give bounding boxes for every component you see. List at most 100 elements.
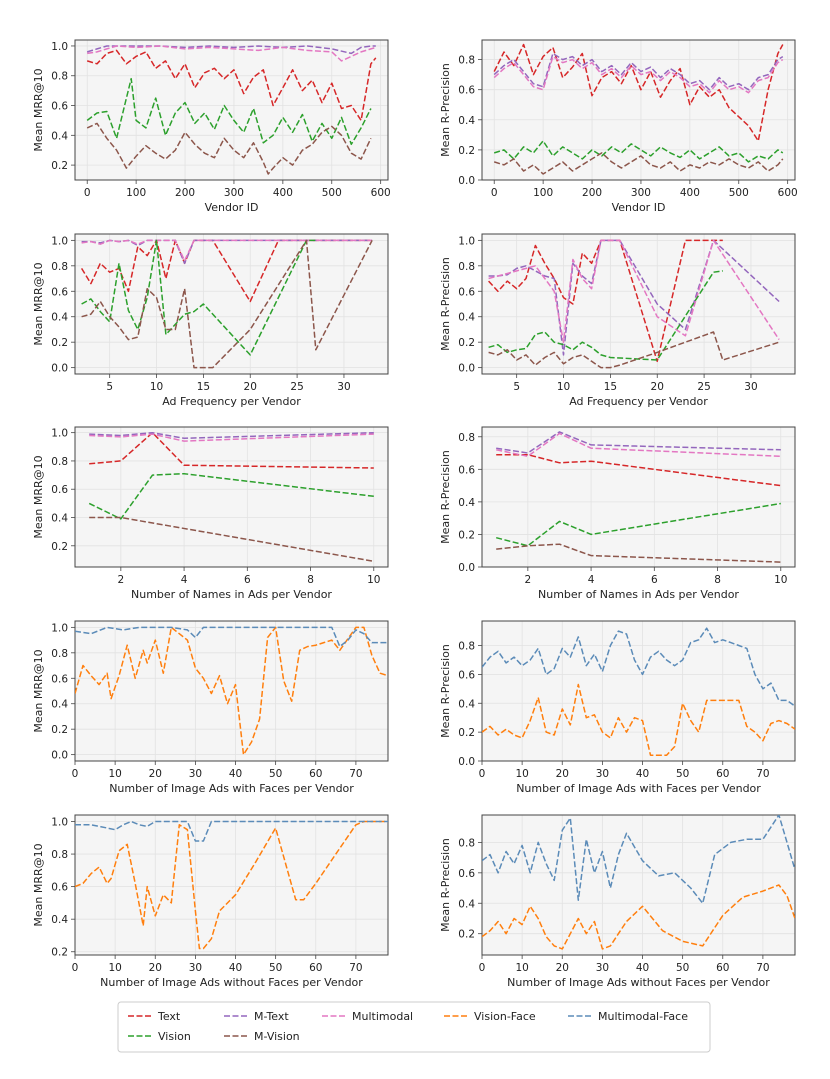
y-axis-label: Mean R-Precision <box>439 644 452 738</box>
x-tick-label: 15 <box>604 381 617 393</box>
y-tick-label: 0.8 <box>51 849 68 861</box>
x-tick-label: 10 <box>150 381 163 393</box>
x-tick-label: 60 <box>309 768 322 780</box>
y-tick-label: 0.4 <box>51 312 68 324</box>
x-axis-label: Number of Names in Ads per Vendor <box>538 588 739 601</box>
series-group <box>80 239 373 369</box>
x-axis-label: Vendor ID <box>612 201 666 214</box>
x-tick-label: 5 <box>513 381 520 393</box>
series-line-multimodal <box>496 432 781 458</box>
y-axis-label: Mean R-Precision <box>439 838 452 932</box>
y-tick-label: 0.4 <box>458 312 475 324</box>
series-line-m-vision <box>81 239 373 369</box>
plot-frame <box>74 39 389 181</box>
series-line-text <box>89 431 374 469</box>
series-line-m-vision <box>86 122 372 175</box>
plot-frame <box>481 620 796 762</box>
series-line-text <box>488 239 723 363</box>
x-tick-label: 20 <box>556 768 569 780</box>
y-tick-label: 1.0 <box>51 235 68 247</box>
legend-label-text: Text <box>157 1010 181 1023</box>
series-line-vision-face <box>482 683 795 756</box>
x-tick-label: 2 <box>117 574 124 586</box>
plot-area <box>481 233 796 375</box>
plot-frame <box>481 426 796 568</box>
y-tick-label: 1.0 <box>51 41 68 53</box>
x-tick-label: 10 <box>515 962 528 974</box>
x-tick-label: 600 <box>778 187 798 199</box>
series-group <box>493 43 784 175</box>
x-tick-label: 300 <box>224 187 244 199</box>
x-tick-label: 200 <box>175 187 195 199</box>
y-tick-label: 0.8 <box>458 837 475 849</box>
x-tick-label: 30 <box>744 381 757 393</box>
chart-panel-10: 0 10 20 30 40 50 60 70 0.2 0.4 0.6 0.8 Number of Ima… <box>439 814 796 989</box>
y-tick-label: 0.8 <box>51 71 68 83</box>
x-tick-label: 4 <box>181 574 188 586</box>
y-tick-label: 0.2 <box>51 541 68 553</box>
y-tick-label: 0.6 <box>458 669 475 681</box>
y-tick-label: 0.2 <box>51 337 68 349</box>
series-line-text <box>80 239 373 303</box>
x-tick-label: 30 <box>596 768 609 780</box>
x-tick-label: 50 <box>269 768 282 780</box>
plot-frame <box>74 814 389 956</box>
series-line-vision-face <box>75 820 388 950</box>
x-tick-label: 25 <box>290 381 303 393</box>
y-axis-label: Mean MRR@10 <box>32 649 45 732</box>
x-tick-label: 20 <box>651 381 664 393</box>
y-tick-label: 1.0 <box>51 817 68 829</box>
y-tick-label: 0.0 <box>458 363 475 375</box>
panels: 0 100 200 300 400 500 6000.20.40.60.81.0Vendor… <box>32 39 798 989</box>
y-tick-label: 0.4 <box>458 497 475 509</box>
y-axis-label: Mean R-Precision <box>439 63 452 157</box>
series-line-m-vision <box>89 516 374 563</box>
series-line-text <box>493 43 784 142</box>
y-tick-label: 0.6 <box>458 464 475 476</box>
x-tick-label: 6 <box>244 574 251 586</box>
y-tick-label: 0.0 <box>51 363 68 375</box>
x-tick-label: 0 <box>72 962 79 974</box>
x-tick-label: 600 <box>371 187 391 199</box>
series-line-m-text <box>488 239 780 356</box>
y-tick-label: 0.0 <box>51 750 68 762</box>
y-tick-label: 0.4 <box>51 914 68 926</box>
series-line-m-text <box>86 45 376 55</box>
y-axis-label: Mean R-Precision <box>439 257 452 351</box>
chart-panel-7: 0 10 20 30 40 50 60 70 0.0 0.2 0.4 0.6 0.8 1.0 Number … <box>32 620 389 795</box>
x-tick-label: 8 <box>307 574 314 586</box>
y-tick-label: 0.8 <box>51 648 68 660</box>
plot-area <box>481 620 796 762</box>
y-tick-label: 0.6 <box>458 868 475 880</box>
x-tick-label: 10 <box>515 768 528 780</box>
x-tick-label: 25 <box>697 381 710 393</box>
series-group <box>488 239 780 369</box>
chart-panel-1: 0 100 200 300 400 500 600 0.2 0.4 0.6 0.8 1.0 Vendor… <box>32 39 391 214</box>
x-tick-label: 4 <box>588 574 595 586</box>
x-tick-label: 200 <box>582 187 602 199</box>
y-tick-label: 0.4 <box>458 698 475 710</box>
series-line-m-text <box>89 431 374 440</box>
series-group <box>86 45 377 175</box>
y-tick-label: 0.6 <box>51 286 68 298</box>
series-line-multimodal <box>89 433 374 442</box>
series-group <box>496 431 781 563</box>
plot-area <box>74 814 389 956</box>
x-tick-label: 60 <box>309 962 322 974</box>
chart-panel-5: 2 4 6 8 10 0.2 0.4 0.6 0.8 1.0 Number of Names in … <box>32 426 389 601</box>
y-tick-label: 0.0 <box>458 756 475 768</box>
series-line-multimodal <box>87 45 377 62</box>
x-tick-label: 70 <box>756 768 769 780</box>
x-tick-label: 500 <box>322 187 342 199</box>
y-tick-label: 0.2 <box>51 160 68 172</box>
x-tick-label: 0 <box>491 187 498 199</box>
plot-area <box>481 426 796 568</box>
series-line-m-vision <box>496 543 781 563</box>
y-tick-label: 0.8 <box>458 641 475 653</box>
legend-box <box>117 1001 711 1053</box>
legend-label-m-text: M-Text <box>254 1010 289 1023</box>
y-tick-label: 0.6 <box>51 882 68 894</box>
y-tick-label: 0.4 <box>51 699 68 711</box>
x-tick-label: 30 <box>596 962 609 974</box>
